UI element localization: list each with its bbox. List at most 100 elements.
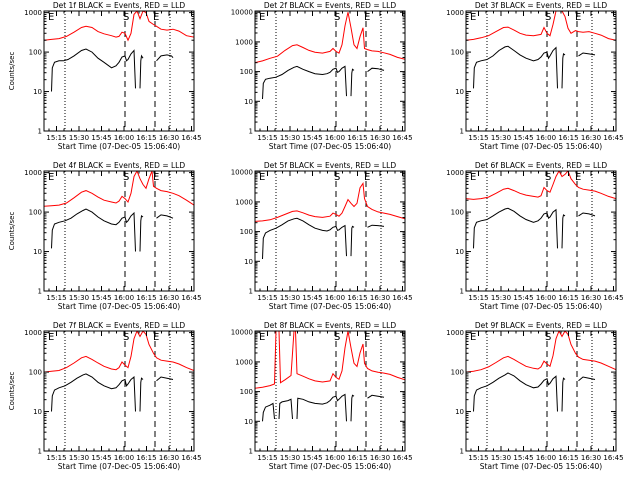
chart-panel-9: Det 9f BLACK = Events, RED = LLD E S E 1 10 10…	[446, 321, 623, 471]
axes-frame	[43, 330, 195, 452]
x-tick-label: 16:00	[114, 134, 134, 142]
x-tick-label: 16:00	[325, 454, 345, 462]
y-tick-label: 1000	[446, 9, 464, 17]
marker-label-s: S	[545, 332, 551, 343]
x-tick-label: 16:15	[347, 134, 367, 142]
y-tick-label: 100	[29, 209, 42, 217]
x-tick-label: 16:45	[603, 294, 623, 302]
series-events-line	[51, 48, 136, 92]
x-tick-label: 16:30	[370, 454, 390, 462]
x-tick-label: 15:15	[257, 454, 277, 462]
x-tick-label: 15:45	[91, 454, 111, 462]
y-tick-label: 100	[240, 228, 253, 236]
y-tick-label: 100	[240, 388, 253, 396]
marker-label-e: E	[48, 172, 54, 183]
y-tick-label: 10	[33, 248, 42, 256]
chart-title: Det 4f BLACK = Events, RED = LLD	[53, 161, 186, 170]
x-tick-label: 15:30	[280, 134, 300, 142]
x-tick-label: 16:45	[181, 294, 201, 302]
y-tick-label: 1	[249, 128, 253, 136]
series-lld-line	[466, 171, 616, 200]
x-tick-label: 16:15	[347, 294, 367, 302]
chart-panel-7: Det 7f BLACK = Events, RED = LLD E S E 1 10 10…	[8, 321, 202, 471]
y-tick-label: 10	[455, 88, 464, 96]
series-lld-line	[44, 331, 194, 373]
x-tick-label: 16:00	[325, 294, 345, 302]
axes-frame	[43, 10, 195, 132]
marker-label-e: E	[470, 332, 476, 343]
series-events-line	[278, 398, 293, 420]
series-lld-line	[255, 181, 405, 222]
x-tick-label: 15:45	[91, 294, 111, 302]
marker-label-e: E	[364, 12, 370, 23]
chart-panel-6: Det 6f BLACK = Events, RED = LLD E S E 1 10 10…	[446, 161, 623, 311]
x-axis-label: Start Time (07-Dec-05 15:06:40)	[480, 142, 602, 151]
marker-label-e: E	[575, 172, 581, 183]
chart-panel-8: Det 8f BLACK = Events, RED = LLD E S E 1 10 10…	[231, 321, 413, 471]
series-events-line	[350, 394, 355, 422]
x-tick-label: 15:15	[468, 294, 488, 302]
y-tick-label: 100	[451, 369, 464, 377]
x-tick-label: 15:15	[46, 454, 66, 462]
plot-area	[44, 331, 194, 412]
y-tick-label: 100	[451, 209, 464, 217]
marker-label-s: S	[545, 172, 551, 183]
series-events-line	[578, 52, 596, 57]
series-events-line	[139, 215, 144, 252]
series-events-line	[156, 54, 174, 62]
x-tick-label: 15:45	[302, 454, 322, 462]
x-tick-label: 16:15	[347, 454, 367, 462]
x-tick-label: 16:00	[325, 134, 345, 142]
y-tick-label: 1000	[24, 329, 42, 337]
y-tick-label: 10	[244, 98, 253, 106]
y-tick-label: 1	[249, 288, 253, 296]
x-tick-label: 16:45	[181, 454, 201, 462]
series-events-line	[561, 214, 566, 249]
y-tick-label: 1000	[235, 358, 253, 366]
chart-panel-5: Det 5f BLACK = Events, RED = LLD E S E 1 10 10…	[231, 161, 413, 311]
marker-label-e: E	[48, 332, 54, 343]
y-tick-label: 100	[29, 369, 42, 377]
x-tick-label: 15:15	[468, 134, 488, 142]
x-tick-label: 15:15	[46, 294, 66, 302]
marker-label-e: E	[48, 12, 54, 23]
y-tick-label: 100	[29, 49, 42, 57]
x-axis-label: Start Time (07-Dec-05 15:06:40)	[269, 462, 391, 471]
y-tick-label: 10	[244, 258, 253, 266]
series-events-line	[473, 207, 558, 249]
y-axis-label: Counts/sec	[8, 52, 16, 91]
x-tick-label: 16:15	[558, 134, 578, 142]
marker-label-s: S	[123, 12, 129, 23]
y-tick-label: 1000	[446, 169, 464, 177]
series-events-line	[51, 208, 136, 252]
x-tick-label: 15:15	[257, 134, 277, 142]
series-events-line	[296, 393, 347, 422]
plot-area	[44, 11, 194, 92]
y-tick-label: 10	[455, 408, 464, 416]
x-tick-label: 16:00	[114, 454, 134, 462]
x-tick-label: 16:00	[536, 134, 556, 142]
x-tick-label: 16:00	[536, 294, 556, 302]
x-tick-label: 15:15	[46, 134, 66, 142]
chart-title: Det 3f BLACK = Events, RED = LLD	[475, 1, 608, 10]
x-axis-label: Start Time (07-Dec-05 15:06:40)	[58, 462, 180, 471]
marker-label-e: E	[259, 172, 265, 183]
axes-frame	[254, 330, 406, 452]
y-tick-label: 1	[249, 448, 253, 456]
y-tick-label: 1	[460, 288, 464, 296]
plot-area	[255, 331, 405, 422]
x-tick-label: 15:30	[280, 454, 300, 462]
y-tick-label: 1000	[24, 9, 42, 17]
chart-title: Det 2f BLACK = Events, RED = LLD	[264, 1, 397, 10]
x-tick-label: 16:30	[581, 294, 601, 302]
series-events-line	[262, 402, 275, 422]
x-tick-label: 15:30	[491, 454, 511, 462]
chart-panel-1: Det 1f BLACK = Events, RED = LLD E S E 1 10 10…	[8, 1, 202, 151]
x-axis-label: Start Time (07-Dec-05 15:06:40)	[58, 302, 180, 311]
x-axis-label: Start Time (07-Dec-05 15:06:40)	[480, 462, 602, 471]
series-events-line	[578, 212, 596, 217]
x-tick-label: 15:15	[257, 294, 277, 302]
y-tick-label: 10	[244, 418, 253, 426]
series-events-line	[156, 376, 174, 382]
